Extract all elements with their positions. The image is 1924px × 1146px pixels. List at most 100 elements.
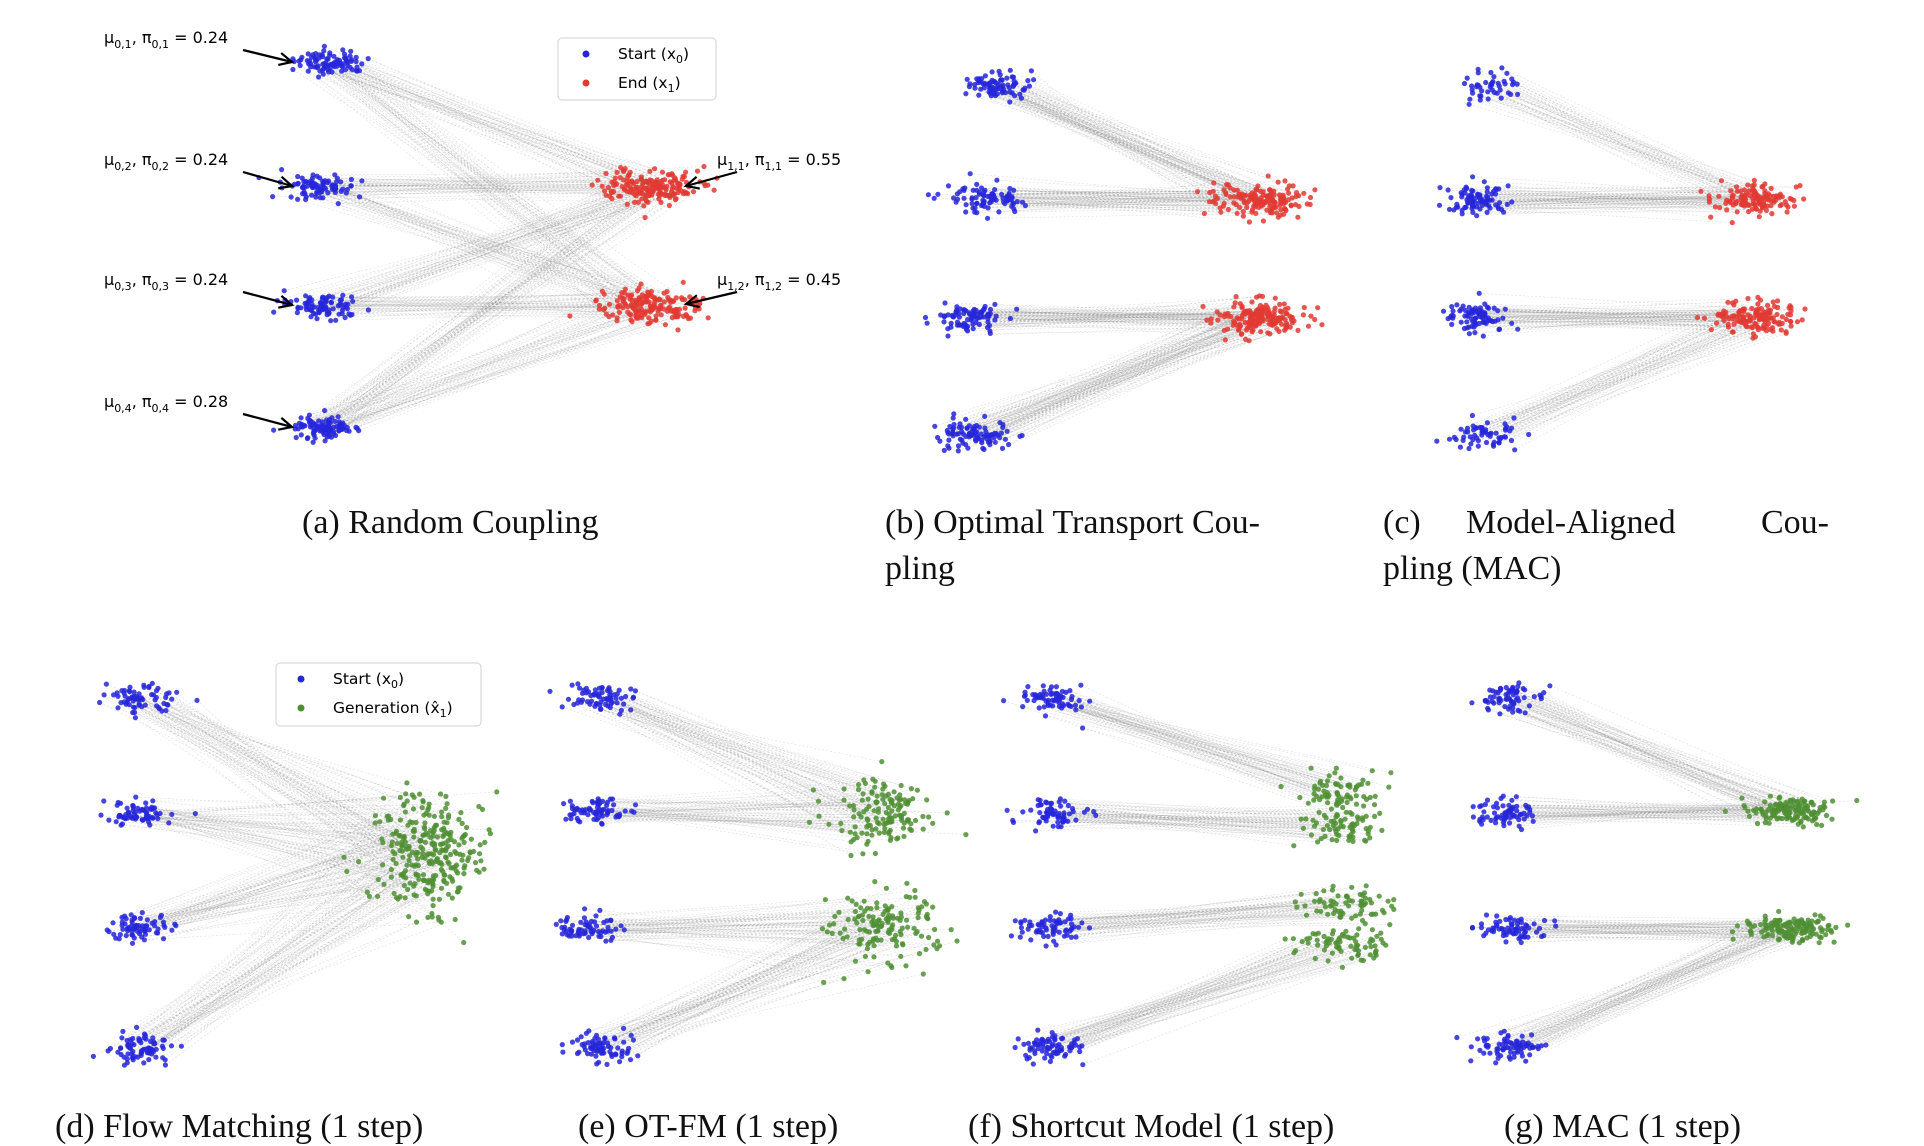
end-point	[397, 894, 403, 900]
start-point	[326, 430, 332, 436]
start-point	[125, 1043, 131, 1049]
end-point	[921, 899, 928, 905]
end-point	[1211, 180, 1217, 186]
end-point	[1794, 319, 1801, 325]
start-point	[1011, 82, 1017, 88]
end-point	[1246, 320, 1252, 326]
coupling-line	[965, 306, 1235, 420]
coupling-line	[305, 188, 632, 297]
start-point	[1464, 319, 1470, 325]
end-point	[687, 294, 693, 300]
start-point	[344, 60, 350, 66]
coupling-line	[335, 172, 631, 189]
coupling-line	[944, 315, 1277, 329]
end-point	[388, 843, 394, 849]
start-point	[1014, 306, 1020, 312]
start-point	[105, 1048, 111, 1054]
end-point	[673, 295, 679, 301]
coupling-line	[988, 207, 1259, 209]
start-point	[90, 1053, 96, 1059]
coupling-line	[1475, 331, 1733, 429]
end-point	[891, 789, 897, 795]
coupling-line	[323, 299, 671, 308]
coupling-line	[1027, 700, 1337, 806]
coupling-line	[321, 189, 715, 193]
start-point	[1490, 441, 1496, 448]
end-point	[1280, 314, 1286, 320]
end-point	[861, 898, 867, 904]
start-point	[305, 51, 311, 57]
start-point	[323, 186, 329, 192]
end-point	[682, 305, 688, 311]
end-point	[616, 309, 623, 316]
start-point	[608, 917, 614, 924]
coupling-line	[356, 57, 646, 315]
end-point	[653, 313, 659, 319]
start-point	[124, 699, 130, 706]
end-point	[435, 914, 441, 920]
end-point	[402, 809, 408, 815]
end-point	[1285, 186, 1291, 192]
end-point	[462, 863, 468, 869]
start-point	[165, 702, 171, 708]
start-point	[974, 200, 980, 206]
end-point	[459, 857, 465, 863]
end-point	[1721, 308, 1727, 314]
end-point	[1716, 193, 1722, 199]
end-point	[832, 913, 838, 920]
coupling-line	[321, 188, 647, 426]
coupling-line	[132, 818, 368, 893]
coupling-line	[967, 79, 1231, 188]
end-point	[874, 905, 880, 911]
coupling-line	[331, 64, 616, 179]
start-point	[576, 697, 582, 703]
end-point	[1201, 210, 1207, 217]
end-point	[417, 838, 423, 844]
start-point	[976, 92, 982, 98]
start-point	[1487, 431, 1493, 437]
coupling-line	[961, 319, 1257, 432]
start-point	[608, 937, 614, 943]
coupling-line	[1009, 91, 1238, 198]
end-point	[673, 177, 679, 183]
end-point	[1761, 198, 1767, 204]
end-point	[844, 934, 850, 940]
coupling-line	[1013, 190, 1281, 206]
start-point	[129, 932, 135, 938]
end-point	[848, 852, 854, 859]
end-point	[1288, 202, 1294, 208]
start-point	[1006, 190, 1012, 196]
start-point	[569, 805, 576, 812]
start-point	[141, 937, 147, 943]
coupling-line	[1478, 84, 1792, 200]
end-point	[1221, 327, 1227, 333]
coupling-line	[355, 309, 653, 428]
end-point	[855, 787, 862, 793]
end-point	[852, 916, 858, 922]
coupling-line	[976, 314, 1286, 320]
end-point	[1756, 214, 1762, 220]
coupling-line	[317, 185, 618, 319]
end-point	[638, 176, 644, 182]
end-point	[926, 934, 932, 941]
start-point	[622, 808, 628, 814]
start-point	[974, 432, 980, 438]
end-point	[1801, 196, 1807, 202]
coupling-line	[350, 314, 649, 319]
end-point	[381, 795, 387, 801]
end-point	[612, 175, 618, 181]
coupling-line	[326, 297, 655, 302]
end-point	[430, 903, 436, 909]
coupling-line	[322, 305, 620, 310]
end-point	[873, 826, 879, 832]
end-point	[661, 299, 667, 305]
start-point	[166, 690, 172, 696]
coupling-line	[1485, 327, 1763, 433]
end-point	[853, 901, 859, 907]
coupling-line	[996, 313, 1255, 317]
start-point	[586, 1028, 592, 1034]
end-point	[1254, 314, 1261, 320]
end-point	[619, 290, 625, 296]
end-point	[649, 192, 655, 198]
coupling-line	[322, 294, 628, 299]
